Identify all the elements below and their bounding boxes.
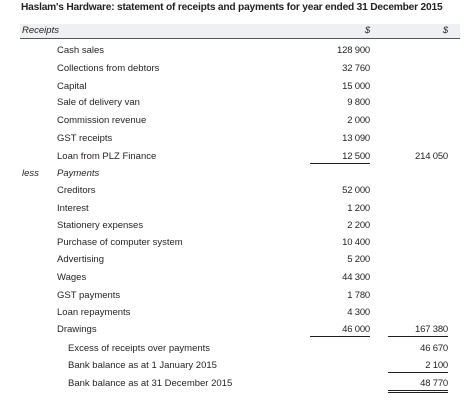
amount: 4 300 [347,307,370,318]
row-label: Excess of receipts over payments [68,343,211,354]
row-label: Collections from debtors [57,63,160,74]
row-label: Sale of delivery van [57,97,140,108]
total: 167 380 [388,324,448,337]
header-label: Receipts [22,25,59,36]
row-label: Bank balance as at 31 December 2015 [68,378,233,389]
row-label: Loan from PLZ Finance [57,151,157,162]
title: Haslam's Hardware: statement of receipts… [21,2,443,13]
total: 2 100 [388,360,448,373]
amount: 44 300 [342,272,370,283]
section-prefix: less [22,168,39,179]
row-label: Stationery expenses [57,220,144,231]
section-heading: Payments [57,168,100,179]
total: 46 670 [420,343,448,354]
row-label: Capital [57,81,87,92]
amount: 1 780 [347,290,370,301]
row-label: Drawings [57,324,97,335]
column-heading: $ [364,25,370,36]
amount: 46 000 [310,324,370,337]
row-label: Purchase of computer system [57,237,183,248]
amount: 9 800 [347,97,370,108]
row-label: GST payments [57,290,121,301]
column-heading: $ [442,25,448,36]
amount: 12 500 [310,151,370,164]
row-label: Loan repayments [57,307,131,318]
row-label: Cash sales [57,45,104,56]
amount: 32 760 [342,63,370,74]
row-label: Bank balance as at 1 January 2015 [68,360,217,371]
row-label: Interest [57,203,89,214]
row-label: Creditors [57,185,96,196]
row-label: Advertising [57,254,104,265]
row-label: Commission revenue [57,115,147,126]
amount: 15 000 [342,81,370,92]
amount: 1 200 [347,203,370,214]
header-band [20,24,460,39]
total: 214 050 [415,151,448,162]
amount: 52 000 [342,185,370,196]
amount: 13 090 [342,133,370,144]
amount: 10 400 [342,237,370,248]
row-label: GST receipts [57,133,113,144]
amount: 2 200 [347,220,370,231]
row-label: Wages [57,272,87,283]
amount: 2 000 [347,115,370,126]
amount: 5 200 [347,254,370,265]
amount: 128 900 [337,45,370,56]
total: 48 770 [388,378,448,393]
